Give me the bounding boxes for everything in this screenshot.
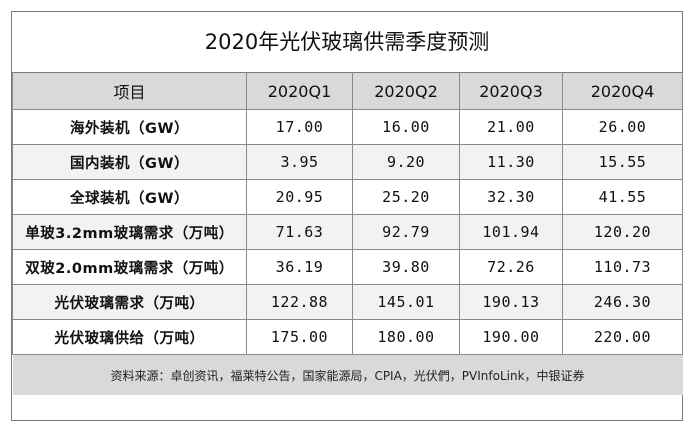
source-row: 资料来源：卓创资讯，福莱特公告，国家能源局，CPIA，光伏們，PVInfoLin… — [12, 354, 683, 395]
cell-q2: 25.20 — [352, 179, 460, 215]
header-q2: 2020Q2 — [352, 72, 460, 110]
cell-q4: 110.73 — [562, 249, 683, 285]
cell-q4: 246.30 — [562, 284, 683, 320]
cell-q2: 145.01 — [352, 284, 460, 320]
cell-q1: 71.63 — [246, 214, 353, 250]
cell-q4: 41.55 — [562, 179, 683, 215]
table-row-overseas: 海外装机（GW） 17.00 16.00 21.00 26.00 — [12, 109, 683, 145]
row-label: 国内装机（GW） — [12, 144, 247, 180]
cell-q2: 16.00 — [352, 109, 460, 145]
cell-q3: 72.26 — [459, 249, 563, 285]
cell-q4: 26.00 — [562, 109, 683, 145]
row-label: 全球装机（GW） — [12, 179, 247, 215]
cell-q3: 11.30 — [459, 144, 563, 180]
header-q3: 2020Q3 — [459, 72, 563, 110]
table-row-glass-demand: 光伏玻璃需求（万吨） 122.88 145.01 190.13 246.30 — [12, 284, 683, 320]
cell-q1: 20.95 — [246, 179, 353, 215]
table-row-domestic: 国内装机（GW） 3.95 9.20 11.30 15.55 — [12, 144, 683, 180]
table-row-glass-supply: 光伏玻璃供给（万吨） 175.00 180.00 190.00 220.00 — [12, 319, 683, 355]
cell-q4: 120.20 — [562, 214, 683, 250]
cell-q1: 36.19 — [246, 249, 353, 285]
cell-q1: 122.88 — [246, 284, 353, 320]
header-q1: 2020Q1 — [246, 72, 353, 110]
cell-q3: 21.00 — [459, 109, 563, 145]
header-q4: 2020Q4 — [562, 72, 683, 110]
cell-q2: 39.80 — [352, 249, 460, 285]
row-label: 光伏玻璃供给（万吨） — [12, 319, 247, 355]
forecast-table: 项目 2020Q1 2020Q2 2020Q3 2020Q4 海外装机（GW） … — [12, 72, 683, 395]
cell-q1: 175.00 — [246, 319, 353, 355]
cell-q3: 190.13 — [459, 284, 563, 320]
table-row-global: 全球装机（GW） 20.95 25.20 32.30 41.55 — [12, 179, 683, 215]
cell-q2: 180.00 — [352, 319, 460, 355]
cell-q4: 220.00 — [562, 319, 683, 355]
table-title: 2020年光伏玻璃供需季度预测 — [204, 30, 490, 54]
source-note: 资料来源：卓创资讯，福莱特公告，国家能源局，CPIA，光伏們，PVInfoLin… — [12, 354, 683, 395]
cell-q3: 190.00 — [459, 319, 563, 355]
header-item: 项目 — [12, 72, 247, 110]
cell-q1: 3.95 — [246, 144, 353, 180]
cell-q4: 15.55 — [562, 144, 683, 180]
table-row-double-glass: 双玻2.0mm玻璃需求（万吨） 36.19 39.80 72.26 110.73 — [12, 249, 683, 285]
cell-q3: 101.94 — [459, 214, 563, 250]
cell-q2: 92.79 — [352, 214, 460, 250]
row-label: 海外装机（GW） — [12, 109, 247, 145]
row-label: 双玻2.0mm玻璃需求（万吨） — [12, 249, 247, 285]
forecast-table-frame: 2020年光伏玻璃供需季度预测 项目 2020Q1 2020Q2 2020Q3 … — [11, 11, 683, 421]
row-label: 光伏玻璃需求（万吨） — [12, 284, 247, 320]
table-row-single-glass: 单玻3.2mm玻璃需求（万吨） 71.63 92.79 101.94 120.2… — [12, 214, 683, 250]
header-row: 项目 2020Q1 2020Q2 2020Q3 2020Q4 — [12, 72, 683, 110]
cell-q2: 9.20 — [352, 144, 460, 180]
cell-q3: 32.30 — [459, 179, 563, 215]
cell-q1: 17.00 — [246, 109, 353, 145]
row-label: 单玻3.2mm玻璃需求（万吨） — [12, 214, 247, 250]
